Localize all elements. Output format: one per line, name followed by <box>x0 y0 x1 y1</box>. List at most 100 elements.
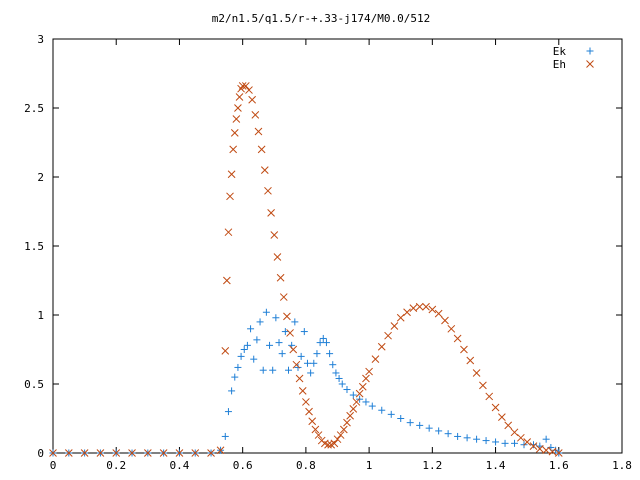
data-point <box>491 403 500 412</box>
data-point <box>303 359 311 367</box>
data-point <box>390 322 399 330</box>
data-point <box>224 228 233 237</box>
data-point <box>453 334 462 343</box>
data-point <box>343 418 351 427</box>
data-point <box>243 341 251 349</box>
legend-marker <box>586 60 594 68</box>
data-point <box>335 374 343 382</box>
data-point <box>257 145 266 154</box>
data-point <box>294 363 302 371</box>
data-point <box>444 430 452 438</box>
data-point <box>377 342 386 351</box>
y-tick-label: 2 <box>37 171 44 184</box>
data-point <box>80 449 89 457</box>
data-point <box>311 425 320 434</box>
data-point <box>428 305 437 314</box>
data-point <box>285 366 293 374</box>
data-point <box>289 345 298 354</box>
data-point <box>276 273 285 282</box>
data-point <box>128 449 136 457</box>
data-point <box>511 439 519 447</box>
data-point <box>482 437 490 445</box>
legend-label: Ek <box>553 45 567 58</box>
data-point <box>415 302 424 311</box>
data-point <box>316 339 324 347</box>
series-ek <box>49 308 563 457</box>
data-point <box>510 428 519 437</box>
data-point <box>365 367 373 376</box>
data-point <box>338 380 346 388</box>
data-point <box>542 446 550 455</box>
data-point <box>247 325 255 333</box>
data-point <box>396 313 405 322</box>
data-point <box>221 432 229 440</box>
data-point <box>175 449 184 457</box>
data-point <box>256 318 264 326</box>
data-point <box>416 421 424 429</box>
legend-label: Eh <box>553 58 566 71</box>
data-point <box>330 439 339 448</box>
data-point <box>332 369 340 377</box>
data-point <box>362 374 370 383</box>
data-point <box>96 449 105 457</box>
x-tick-label: 0.8 <box>296 459 316 472</box>
data-point <box>322 339 330 347</box>
data-point <box>240 346 248 353</box>
x-tick-label: 0.6 <box>233 459 253 472</box>
data-point <box>324 440 332 449</box>
x-tick-label: 0.4 <box>170 459 190 472</box>
data-point <box>472 369 481 377</box>
data-point <box>349 391 357 399</box>
x-tick-label: 0 <box>50 459 57 472</box>
y-tick-label: 2.5 <box>24 102 44 115</box>
y-tick-label: 0 <box>37 447 44 460</box>
data-point <box>281 328 289 336</box>
data-point <box>516 433 525 442</box>
y-tick-label: 1.5 <box>24 240 44 253</box>
data-point <box>352 398 361 406</box>
y-tick-label: 0.5 <box>24 378 44 391</box>
data-point <box>422 302 430 311</box>
data-point <box>241 82 250 90</box>
data-point <box>501 439 509 447</box>
data-point <box>313 350 321 358</box>
data-point <box>406 419 414 427</box>
data-point <box>300 328 308 336</box>
data-point <box>245 86 253 94</box>
data-point <box>378 406 386 414</box>
data-point <box>387 410 395 418</box>
data-point <box>362 398 370 406</box>
data-point <box>329 361 337 369</box>
data-point <box>358 382 367 391</box>
data-point <box>441 316 449 325</box>
data-point <box>529 442 538 450</box>
data-point <box>283 312 291 321</box>
data-point <box>291 318 299 326</box>
plot-frame <box>52 38 623 454</box>
data-point <box>485 392 494 401</box>
data-point <box>278 350 286 358</box>
data-point <box>403 308 411 317</box>
data-point <box>226 192 234 201</box>
data-point <box>232 115 241 123</box>
data-point <box>216 446 225 455</box>
data-point <box>227 170 236 179</box>
data-point <box>273 253 282 261</box>
data-point <box>498 413 506 421</box>
data-point <box>434 309 443 318</box>
data-point <box>346 411 354 420</box>
data-point <box>235 93 244 101</box>
data-point <box>267 209 275 217</box>
data-point <box>349 404 358 413</box>
data-point <box>447 324 456 333</box>
data-point <box>191 449 200 457</box>
data-point <box>409 304 418 312</box>
data-point <box>302 398 310 406</box>
data-point <box>371 355 380 364</box>
data-point <box>492 438 500 446</box>
data-point <box>460 345 468 354</box>
data-point <box>229 145 238 154</box>
data-point <box>237 352 245 360</box>
data-point <box>272 314 280 322</box>
